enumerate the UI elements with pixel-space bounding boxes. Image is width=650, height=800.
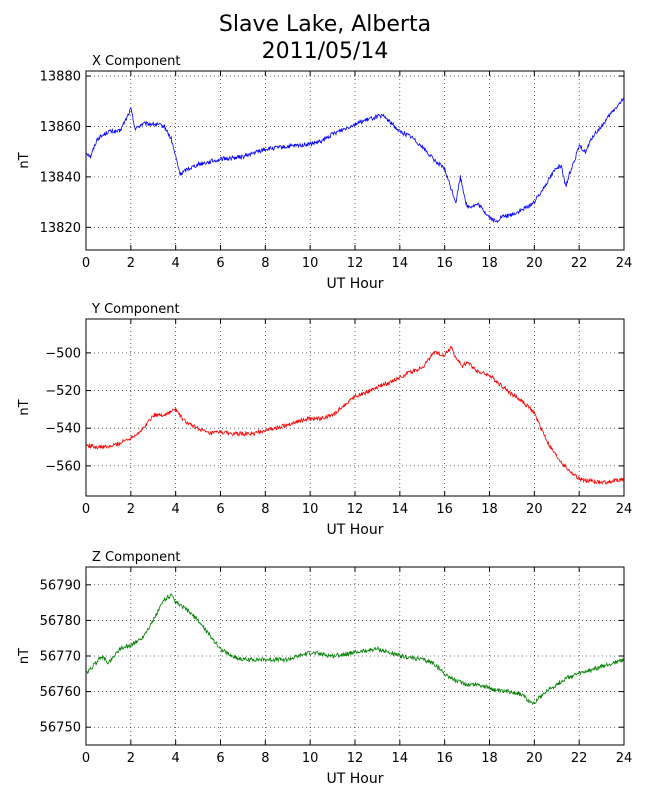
y-x-tick-label: 4	[172, 502, 180, 517]
z-y-tick-label: 56790	[40, 578, 81, 593]
z-x-tick-label: 24	[616, 751, 633, 766]
z-x-tick-label: 8	[261, 751, 269, 766]
x-x-axis-label: UT Hour	[327, 276, 384, 292]
x-x-tick-label: 10	[302, 256, 319, 271]
y-series-line	[85, 345, 625, 485]
x-x-tick-label: 12	[347, 256, 364, 271]
y-y-tick-label: −560	[45, 459, 81, 474]
figure-title: Slave Lake, Alberta	[218, 12, 432, 37]
x-x-tick-label: 24	[616, 256, 633, 271]
x-x-tick-label: 0	[82, 256, 90, 271]
z-x-tick-label: 12	[347, 751, 364, 766]
y-y-axis-label: nT	[17, 399, 32, 415]
x-x-tick-label: 16	[436, 256, 453, 271]
y-x-tick-label: 2	[127, 502, 135, 517]
x-x-tick-label: 8	[261, 256, 269, 271]
x-x-tick-label: 22	[571, 256, 588, 271]
y-x-tick-label: 8	[261, 502, 269, 517]
x-x-tick-label: 18	[481, 256, 498, 271]
z-y-tick-label: 56770	[40, 650, 81, 665]
y-x-tick-label: 14	[392, 502, 409, 517]
y-x-tick-label: 22	[571, 502, 588, 517]
z-series-line	[85, 593, 625, 706]
z-x-tick-label: 10	[302, 751, 319, 766]
x-x-tick-label: 20	[526, 256, 543, 271]
z-x-tick-label: 4	[172, 751, 180, 766]
figure-subtitle-date: 2011/05/14	[261, 39, 389, 64]
z-y-tick-label: 56780	[40, 614, 81, 629]
y-x-axis-label: UT Hour	[327, 522, 384, 538]
y-x-tick-label: 16	[436, 502, 453, 517]
x-y-tick-label: 13820	[40, 221, 81, 236]
z-x-tick-label: 18	[481, 751, 498, 766]
z-y-axis-label: nT	[17, 648, 32, 664]
z-x-tick-label: 14	[392, 751, 409, 766]
x-y-tick-label: 13880	[40, 70, 81, 85]
x-series-line	[85, 97, 625, 224]
y-component-title: Y Component	[91, 302, 180, 317]
x-x-tick-label: 4	[172, 256, 180, 271]
x-x-tick-label: 6	[216, 256, 224, 271]
x-y-axis-label: nT	[17, 152, 32, 168]
y-x-tick-label: 20	[526, 502, 543, 517]
z-x-tick-label: 0	[82, 751, 90, 766]
x-y-tick-label: 13860	[40, 120, 81, 135]
z-component-title: Z Component	[92, 550, 181, 565]
y-y-tick-label: −520	[45, 384, 81, 399]
z-x-tick-label: 22	[571, 751, 588, 766]
z-y-tick-label: 56750	[40, 721, 81, 736]
z-x-axis-label: UT Hour	[327, 771, 384, 787]
x-x-tick-label: 14	[392, 256, 409, 271]
x-component-title: X Component	[92, 54, 181, 69]
y-x-tick-label: 24	[616, 502, 633, 517]
z-y-tick-label: 56760	[40, 685, 81, 700]
y-x-tick-label: 12	[347, 502, 364, 517]
y-y-tick-label: −500	[45, 346, 81, 361]
x-y-tick-label: 13840	[40, 170, 81, 185]
y-y-tick-label: −540	[45, 422, 81, 437]
z-x-tick-label: 2	[127, 751, 135, 766]
y-x-tick-label: 18	[481, 502, 498, 517]
y-x-tick-label: 6	[216, 502, 224, 517]
z-x-tick-label: 20	[526, 751, 543, 766]
y-x-tick-label: 10	[302, 502, 319, 517]
z-x-tick-label: 16	[436, 751, 453, 766]
y-x-tick-label: 0	[82, 502, 90, 517]
x-x-tick-label: 2	[127, 256, 135, 271]
z-x-tick-label: 6	[216, 751, 224, 766]
